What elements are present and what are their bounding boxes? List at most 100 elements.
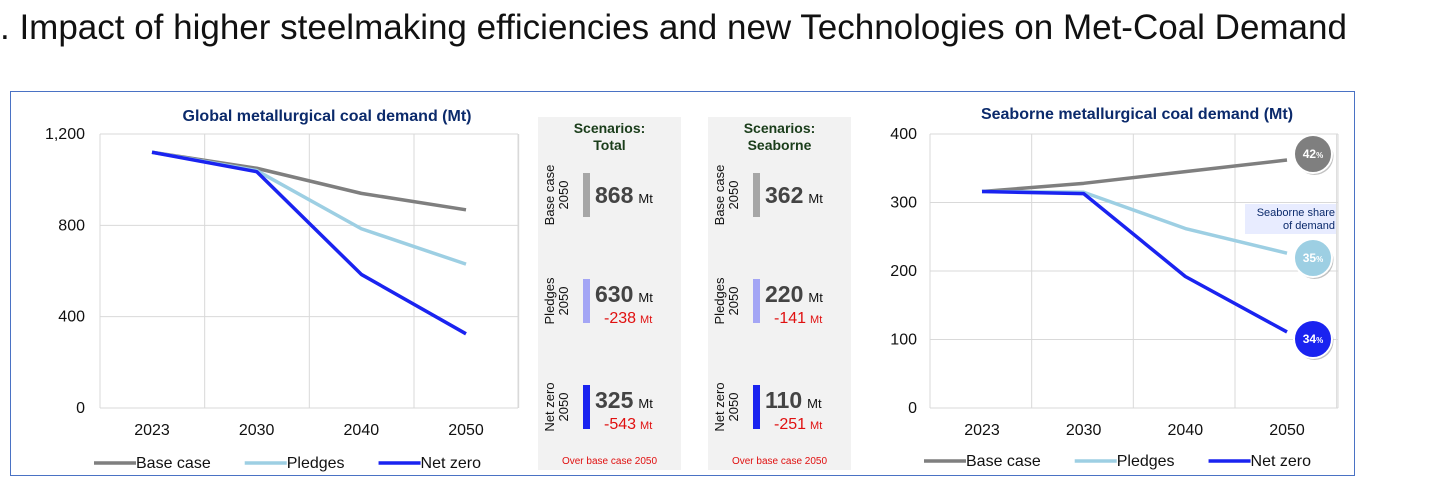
scenario-label: Pledges: [712, 277, 727, 324]
annotation-box: [1245, 204, 1336, 234]
slide-title-prefix: .: [0, 8, 20, 47]
scenario-row-net-zero: Net zero 2050 110 Mt-251 Mt: [712, 382, 822, 433]
share-badge-label: 35%: [1303, 251, 1323, 265]
panel-footnote: Over base case 2050: [562, 456, 657, 467]
series-line-net-zero: [151, 150, 467, 336]
scenario-unit: Mt: [808, 290, 823, 305]
series-line-net-zero: [981, 189, 1288, 334]
share-badge-label: 42%: [1303, 147, 1323, 161]
legend-label-net-zero: Net zero: [421, 455, 482, 472]
scenario-value: 110: [765, 387, 802, 413]
panel-background: [708, 117, 851, 470]
series-line-base-case: [981, 158, 1288, 194]
line-chart-1: Global metallurgical coal demand (Mt) 0 40…: [45, 108, 520, 472]
chart-title: Seaborne metallurgical coal demand (Mt): [981, 106, 1293, 123]
scenario-label: Base case: [712, 165, 727, 226]
y-tick-label: 100: [890, 332, 917, 349]
legend-label-net-zero: Net zero: [1251, 453, 1312, 470]
scenario-unit: Mt: [638, 290, 653, 305]
scenario-year: 2050: [726, 181, 741, 210]
scenario-bar: [583, 173, 590, 217]
panel-header-line: Total: [593, 137, 625, 153]
x-tick-label: 2040: [344, 422, 380, 439]
panel-footnote: Over base case 2050: [732, 456, 827, 467]
scenario-row-base-case: Base case 2050 868 Mt: [542, 165, 653, 226]
annotation-line: Seaborne share: [1257, 207, 1335, 219]
y-tick-label: 300: [890, 195, 917, 212]
y-tick-label: 200: [890, 263, 917, 280]
scenario-diff-unit: Mt: [640, 420, 652, 432]
legend-label-pledges: Pledges: [1117, 453, 1175, 470]
scenario-bar: [583, 279, 590, 323]
y-tick-label: 0: [76, 400, 85, 417]
series-line-pledges: [981, 189, 1288, 255]
scenario-year: 2050: [556, 181, 571, 210]
x-tick-label: 2023: [964, 422, 1000, 439]
slide-title-text: Impact of higher steelmaking efficiencie…: [19, 8, 1347, 47]
y-tick-label: 800: [58, 217, 85, 234]
line-chart-2: Seaborne metallurgical coal demand (Mt) 0…: [890, 106, 1339, 470]
scenario-label: Pledges: [542, 277, 557, 324]
panel-header-line: Scenarios:: [744, 120, 816, 136]
scenario-diff-unit: Mt: [810, 314, 822, 326]
panel-header-line: Seaborne: [748, 137, 812, 153]
scenario-row-pledges: Pledges 2050 630 Mt-238 Mt: [542, 277, 653, 327]
scenario-unit: Mt: [638, 396, 653, 411]
scenario-year: 2050: [556, 287, 571, 316]
y-tick-label: 0: [908, 400, 917, 417]
x-tick-label: 2040: [1168, 422, 1204, 439]
share-badges: 42% 35% 34%: [1293, 134, 1334, 360]
x-tick-label: 2050: [448, 422, 484, 439]
y-tick-label: 400: [58, 309, 85, 326]
slide-title: . Impact of higher steelmaking efficienc…: [0, 8, 1347, 48]
x-tick-label: 2030: [1066, 422, 1102, 439]
panel-header-line: Scenarios:: [574, 120, 646, 136]
x-tick-label: 2023: [134, 422, 170, 439]
scenario-diff-unit: Mt: [640, 314, 652, 326]
share-badge-pledges: [1293, 238, 1333, 278]
scenario-row-pledges: Pledges 2050 220 Mt-141 Mt: [712, 277, 823, 327]
scenario-year: 2050: [726, 393, 741, 422]
figure-frame: [10, 91, 1355, 476]
scenario-label: Base case: [542, 165, 557, 226]
scenario-bar: [753, 385, 760, 429]
y-tick-label: 1,200: [45, 126, 85, 143]
share-badge-label: 34%: [1303, 332, 1323, 346]
scenario-label: Net zero: [542, 382, 557, 431]
scenario-row-base-case: Base case 2050 362 Mt: [712, 165, 823, 226]
y-tick-label: 400: [890, 126, 917, 143]
legend-label-base-case: Base case: [966, 453, 1041, 470]
scenario-value: 868: [595, 182, 634, 208]
scenario-bar: [753, 279, 760, 323]
scenario-diff-unit: Mt: [810, 420, 822, 432]
scenario-year: 2050: [556, 393, 571, 422]
annotation-line: of demand: [1283, 220, 1335, 232]
scenario-value: 630: [595, 281, 633, 307]
chart-title: Global metallurgical coal demand (Mt): [183, 108, 472, 125]
scenario-value: 220: [765, 281, 803, 307]
scenario-unit: Mt: [638, 191, 653, 206]
scenario-bar: [583, 385, 590, 429]
share-badge-base-case: [1293, 134, 1333, 174]
scenario-diff: -238: [604, 310, 636, 327]
scenario-diff: -141: [774, 310, 806, 327]
scenario-unit: Mt: [808, 191, 823, 206]
legend-label-pledges: Pledges: [287, 455, 345, 472]
share-badge-net-zero: [1293, 319, 1333, 359]
scenario-label: Net zero: [712, 382, 727, 431]
panel-background: [538, 117, 681, 470]
scenario-diff: -543: [604, 416, 636, 433]
legend-label-base-case: Base case: [136, 455, 211, 472]
scenario-value: 325: [595, 387, 634, 413]
scenario-diff: -251: [774, 416, 806, 433]
x-tick-label: 2050: [1269, 422, 1305, 439]
scenario-bar: [753, 173, 760, 217]
scenario-value: 362: [765, 182, 803, 208]
scenario-year: 2050: [726, 287, 741, 316]
scenario-row-net-zero: Net zero 2050 325 Mt-543 Mt: [542, 382, 653, 433]
scenario-unit: Mt: [807, 396, 822, 411]
